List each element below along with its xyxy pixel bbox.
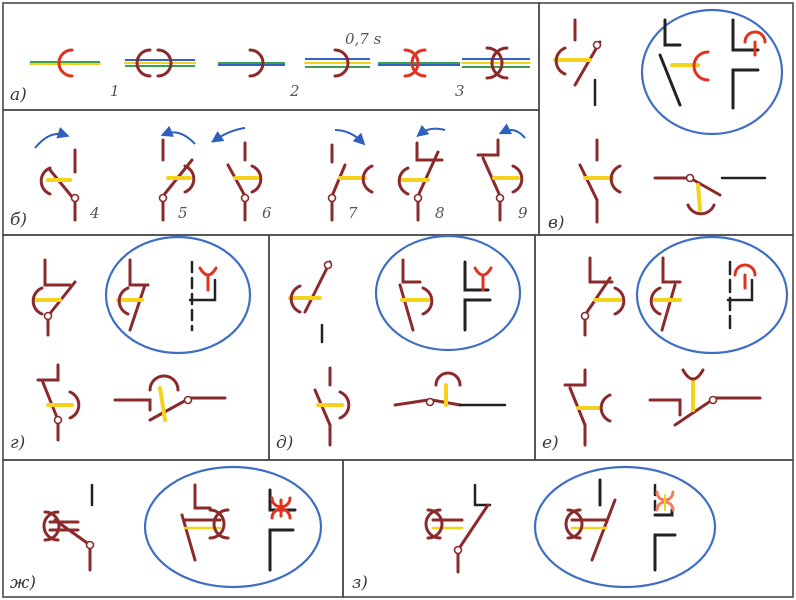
highlight-oval-v [640,8,784,136]
step-number-4: 4 [89,204,100,222]
panel-a: 0,7 s 1 2 3 а) [10,30,531,105]
figure-zh-oval [180,483,297,572]
ring-step-2 [218,48,371,78]
step-number-3: 3 [455,82,465,100]
figure-d-left-bottom [313,366,351,447]
ring-step-3 [378,46,531,80]
panel-b: 4 5 6 [10,123,528,230]
figure-e-left-top [580,256,626,337]
figure-7: 7 [327,129,374,222]
step-number-1: 1 [110,82,120,100]
highlight-oval-e [635,235,789,355]
panel-z: з) [352,465,717,593]
figure-z-oval [564,478,677,572]
panel-g: г) [10,235,252,453]
step-number-8: 8 [435,204,445,222]
figure-v-oval [658,18,767,110]
panel-zh: ж) [10,465,323,593]
figure-g-left-top [31,258,77,337]
figure-g-oval [116,258,218,332]
figure-z-left [424,483,492,574]
panel-letter-g: г) [10,433,25,453]
highlight-oval-zh [143,465,323,589]
figure-g-left-bottom [36,363,81,442]
highlight-oval-z [533,465,717,589]
figure-e-oval [649,256,757,332]
step-number-7: 7 [348,204,358,222]
figure-zh-left [42,483,95,572]
panel-letter-v: в) [548,213,565,233]
figure-6: 6 [211,127,272,222]
figure-9: 9 [476,123,528,222]
highlight-oval-g [104,235,252,355]
panel-letter-zh: ж) [10,573,36,593]
figure-8: 8 [397,124,446,222]
step-number-6: 6 [262,204,272,222]
panel-e: е) [542,235,789,453]
step-number-2: 2 [289,82,300,100]
frame-z [342,459,794,598]
figure-d-oval [398,258,493,332]
time-label: 0,7 s [345,30,382,48]
ring-step-1 [29,48,196,78]
figure-v-left-bottom [578,138,622,224]
highlight-oval-d [374,234,522,352]
panel-v: в) [548,8,784,233]
figure-v-left-top [553,18,602,107]
panel-letter-b: б) [10,210,27,230]
figure-d-right-bottom [393,371,507,407]
figure-v-right-bottom [653,173,767,216]
panel-letter-a: а) [10,85,27,105]
figure-5: 5 [158,125,196,222]
figure-g-right-bottom [113,374,227,422]
panel-letter-z: з) [352,573,368,593]
figure-d-left-top [288,260,333,344]
figure-e-left-bottom [563,368,612,447]
figure-4: 4 [34,127,100,222]
panel-letter-e: е) [542,433,559,453]
panel-d: д) [276,234,522,453]
panel-letter-d: д) [276,433,293,453]
figure-e-right-bottom [648,368,762,427]
step-number-9: 9 [518,204,528,222]
frame-g [2,234,270,461]
step-number-5: 5 [178,204,188,222]
